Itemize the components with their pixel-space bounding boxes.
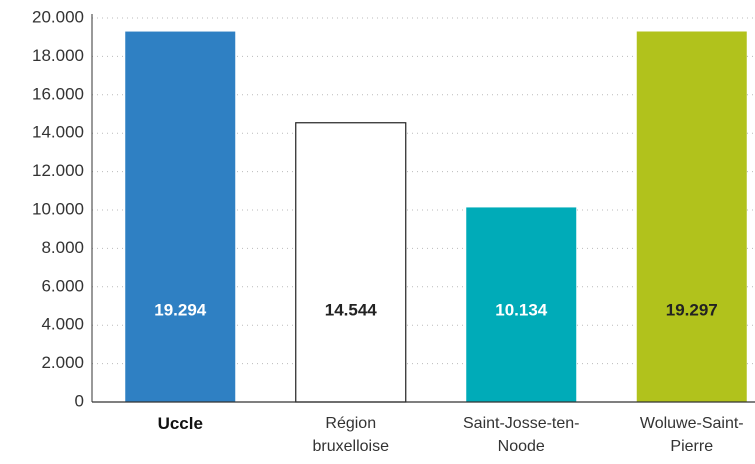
x-tick-label: Uccle — [157, 414, 203, 433]
y-tick-label: 2.000 — [41, 353, 84, 372]
bar — [466, 207, 577, 402]
value-label: 10.134 — [495, 300, 548, 319]
y-tick-label: 0 — [75, 391, 84, 410]
x-tick-label: Région bruxelloise — [312, 415, 389, 455]
y-tick-label: 14.000 — [32, 123, 84, 142]
y-tick-label: 4.000 — [41, 315, 84, 334]
value-label: 19.294 — [154, 300, 207, 319]
x-tick-label: Woluwe-Saint-Pierre — [639, 415, 744, 455]
value-label: 14.544 — [325, 300, 378, 319]
x-tick-label: Saint-Josse-ten-Noode — [463, 415, 580, 455]
y-tick-label: 18.000 — [32, 46, 84, 65]
bar — [125, 31, 236, 402]
y-tick-label: 20.000 — [32, 7, 84, 26]
bar — [295, 122, 407, 403]
y-tick-label: 8.000 — [41, 238, 84, 257]
y-tick-label: 16.000 — [32, 84, 84, 103]
value-label: 19.297 — [666, 300, 718, 319]
bar — [636, 31, 747, 403]
y-tick-label: 12.000 — [32, 161, 84, 180]
y-tick-label: 10.000 — [32, 199, 84, 218]
y-tick-label: 6.000 — [41, 276, 84, 295]
